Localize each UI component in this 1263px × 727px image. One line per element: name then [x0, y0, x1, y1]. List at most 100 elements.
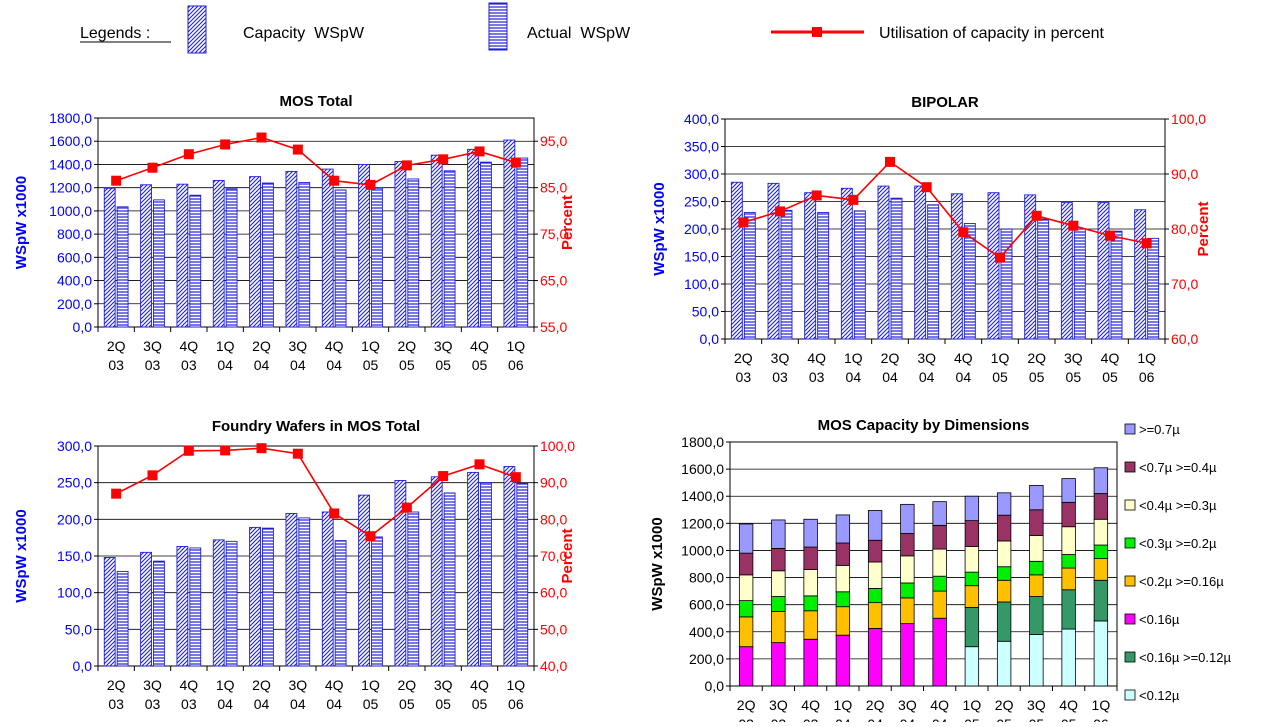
capacity-bar — [430, 154, 443, 328]
legend-swatch — [1124, 651, 1136, 663]
x-tick-label-quarter: 1Q — [361, 677, 380, 693]
stack-segment — [803, 546, 818, 570]
actual-bar — [963, 223, 976, 340]
actual-bar — [480, 161, 492, 328]
x-tick-label-year: 03 — [738, 716, 754, 722]
y-tick-label: 1600,0 — [49, 133, 92, 149]
chart-foundry: Foundry Wafers in MOS Total WSpW x1000 P… — [13, 418, 576, 712]
x-tick-label-quarter: 3Q — [143, 338, 162, 354]
x-tick-label-year: 03 — [772, 369, 788, 385]
x-tick-label-year: 05 — [996, 716, 1012, 722]
y2-tick-label: 85,0 — [540, 180, 567, 196]
x-tick-label-quarter: 4Q — [954, 350, 973, 366]
stack-segment — [1029, 574, 1044, 597]
actual-bar — [516, 482, 529, 667]
y2-tick-label: 50,0 — [540, 621, 567, 637]
stack-segment — [964, 520, 980, 547]
x-tick-label-quarter: 2Q — [252, 677, 271, 693]
actual-bar — [743, 212, 756, 340]
stack-segment — [835, 514, 851, 544]
x-tick-label-quarter: 2Q — [1027, 350, 1046, 366]
stack-segment — [867, 561, 883, 589]
y2-tick-label: 60,0 — [1171, 331, 1198, 347]
legend-entry-label: <0.12µ — [1139, 688, 1180, 703]
legend-capacity-label: Capacity WSpW — [243, 25, 365, 42]
x-tick-label-year: 04 — [919, 369, 935, 385]
stack-segment — [964, 585, 980, 608]
actual-bar — [780, 209, 793, 340]
actual-bar — [189, 547, 202, 667]
x-tick-label-year: 04 — [932, 716, 948, 722]
utilisation-point — [329, 175, 340, 186]
capacity-bar — [430, 476, 443, 667]
stack-segment — [867, 627, 883, 687]
utilisation-point — [220, 445, 231, 456]
y-tick-label: 200,0 — [689, 651, 724, 667]
y2-tick-label: 100,0 — [540, 438, 575, 454]
capacity-bar — [249, 526, 261, 667]
x-tick-label-quarter: 3Q — [434, 338, 453, 354]
x-tick-label-quarter: 3Q — [1027, 697, 1046, 713]
stack-segment — [738, 600, 754, 618]
actual-bar — [407, 511, 420, 667]
stack-segment — [803, 638, 818, 687]
capacity-bar — [804, 192, 817, 340]
utilisation-point — [292, 144, 303, 155]
x-tick-label-quarter: 1Q — [216, 677, 235, 693]
stack-segment — [932, 548, 947, 577]
utilisation-line — [743, 160, 1147, 259]
stack-segment — [1061, 589, 1076, 630]
x-tick-label-quarter: 4Q — [801, 697, 820, 713]
actual-bar — [189, 194, 202, 328]
utilisation-point — [365, 531, 376, 542]
capacity-bar — [103, 557, 116, 667]
x-tick-label-quarter: 4Q — [325, 338, 344, 354]
legend-entry-label: <0.16µ >=0.12µ — [1139, 650, 1231, 665]
stack-segment — [1029, 509, 1044, 536]
y-tick-label: 0,0 — [700, 331, 720, 347]
actual-bar — [890, 197, 903, 340]
utilisation-point — [811, 190, 822, 201]
x-tick-label-year: 05 — [435, 696, 451, 712]
utilisation-point — [220, 139, 231, 150]
stack-segment — [964, 495, 980, 522]
y-tick-label: 200,0 — [57, 296, 92, 312]
capacity-bar — [840, 187, 853, 340]
legend-swatch — [1124, 461, 1136, 473]
actual-bars — [116, 157, 529, 328]
x-tick-label-year: 03 — [108, 696, 124, 712]
x-tick-label-year: 03 — [809, 369, 825, 385]
stack-segment — [964, 571, 980, 587]
utilisation-point — [438, 154, 449, 165]
stack-segment — [1029, 634, 1044, 687]
utilisation-point — [775, 206, 785, 217]
y-tick-label: 600,0 — [57, 249, 92, 265]
legend-entry-label: <0.4µ >=0.3µ — [1139, 498, 1217, 513]
x-tick-label-quarter: 4Q — [1059, 697, 1078, 713]
actual-bar — [1000, 228, 1013, 340]
stack-segment — [996, 601, 1012, 642]
y2-tick-label: 60,0 — [540, 585, 567, 601]
stack-segment — [900, 503, 915, 534]
capacity-bar — [176, 183, 189, 328]
stack-segment — [1061, 554, 1076, 569]
stack-segment — [771, 611, 786, 644]
y-tick-label: 0,0 — [705, 678, 725, 694]
utilisation-point — [256, 132, 267, 143]
stack-segment — [803, 518, 818, 548]
x-tick-label-year: 05 — [399, 357, 415, 373]
y2-tick-label: 90,0 — [1171, 166, 1198, 182]
legend-entry-label: <0.3µ >=0.2µ — [1139, 536, 1217, 551]
stack-segment — [803, 569, 818, 597]
stack-segment — [1061, 501, 1076, 528]
actual-bar — [443, 492, 456, 667]
utilisation-point — [958, 227, 969, 238]
x-tick-label-quarter: 3Q — [771, 350, 790, 366]
stack-segment — [1093, 620, 1109, 687]
actual-bar — [371, 187, 383, 328]
y-tick-label: 200,0 — [57, 511, 92, 527]
capacity-bar — [140, 551, 152, 667]
y-axis-label: WSpW x1000 — [651, 182, 668, 275]
utilisation-point — [183, 445, 194, 456]
x-tick-label-quarter: 1Q — [963, 697, 982, 713]
